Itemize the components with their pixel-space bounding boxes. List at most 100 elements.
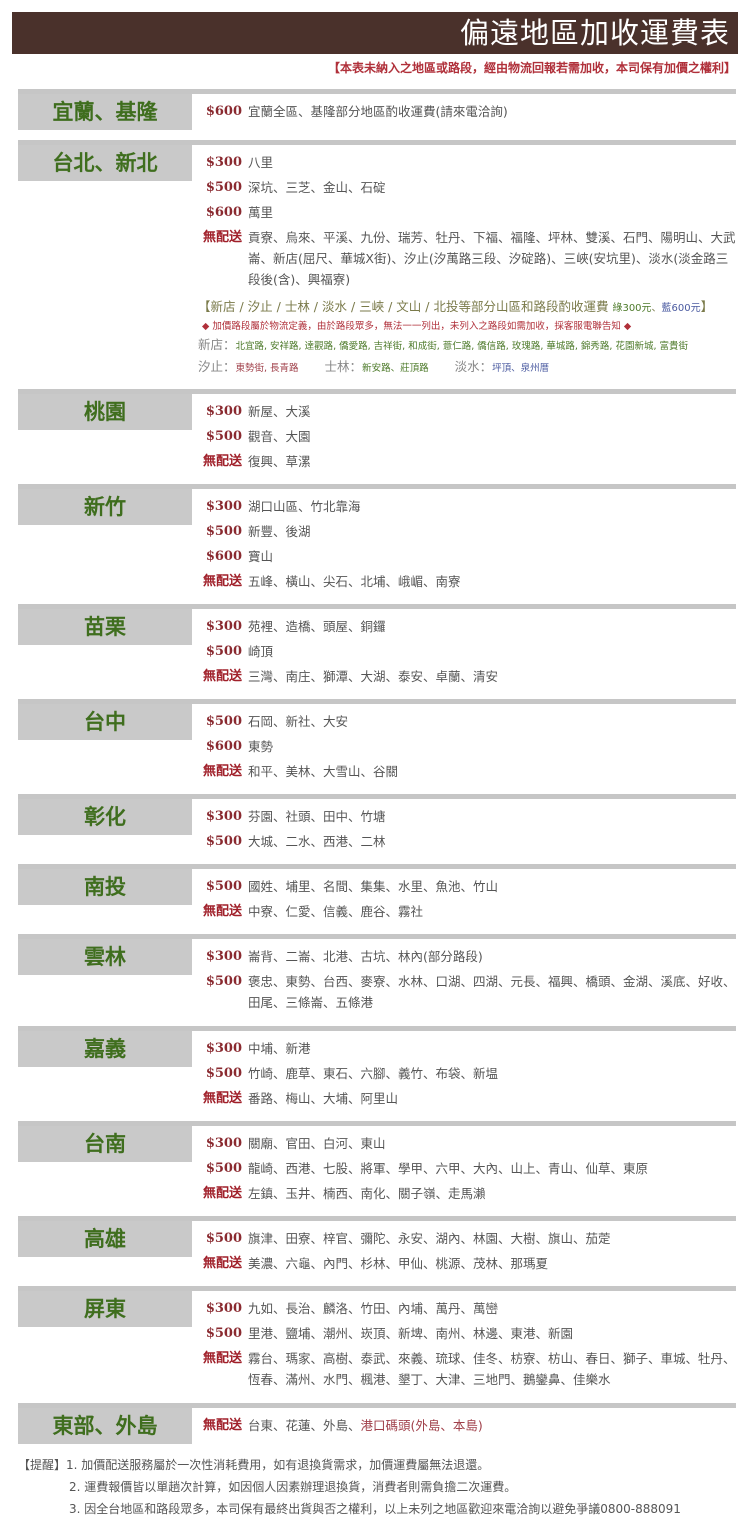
fee-row: $500 竹崎、鹿草、東石、六腳、義竹、布袋、新塭 — [198, 1061, 736, 1086]
fee-row: $300 九如、長治、麟洛、竹田、內埔、萬丹、萬巒 — [198, 1296, 736, 1321]
fee-row: $300 崙背、二崙、北港、古坑、林內(部分路段) — [198, 944, 736, 969]
page-title-banner: 偏遠地區加收運費表 — [12, 12, 738, 54]
reminder-text: 1. 加價配送服務屬於一次性消耗費用，如有退換貨需求，加價運費屬無法退還。 — [66, 1458, 490, 1472]
fee-row: $600 萬里 — [198, 200, 736, 225]
area-list: 湖口山區、竹北靠海 — [248, 494, 736, 519]
area-text: 關廟、官田、白河、東山 — [248, 1136, 386, 1151]
area-list: 番路、梅山、大埔、阿里山 — [248, 1086, 736, 1111]
area-list: 五峰、橫山、尖石、北埔、峨嵋、南寮 — [248, 569, 736, 594]
area-list: 復興、草漯 — [248, 449, 736, 474]
fee-row: $500 里港、鹽埔、潮州、崁頂、新埤、南州、林邊、東港、新園 — [198, 1321, 736, 1346]
no-delivery-tag: 無配送 — [202, 1351, 242, 1366]
region-name: 高雄 — [18, 1221, 192, 1257]
fee-amount: $600 — [205, 739, 242, 754]
region-name: 桃園 — [18, 394, 192, 430]
fee-table: 宜蘭、基隆 $600 宜蘭全區、基隆部分地區酌收運費(請來電洽詢) 台北、新北 $300… — [18, 89, 736, 1444]
area-text: 崙背、二崙、北港、古坑、林內(部分路段) — [248, 949, 483, 964]
fee-amount: $500 — [205, 644, 242, 659]
area-list: 美濃、六龜、內門、杉林、甲仙、桃源、茂林、那瑪夏 — [248, 1251, 736, 1276]
region-name: 台南 — [18, 1126, 192, 1162]
area-text: 湖口山區、竹北靠海 — [248, 499, 361, 514]
area-list: 台東、花蓮、外島、港口碼頭(外島、本島) — [248, 1413, 736, 1438]
area-list: 霧台、瑪家、高樹、泰武、來義、琉球、佳冬、枋寮、枋山、春日、獅子、車城、牡丹、恆… — [248, 1348, 736, 1390]
shilin-street-list: 新安路、莊頂路 — [362, 363, 429, 374]
fee-amount: $500 — [205, 834, 242, 849]
separator: 、 — [651, 303, 662, 314]
area-text: 里港、鹽埔、潮州、崁頂、新埤、南州、林邊、東港、新園 — [248, 1326, 574, 1341]
area-list: 九如、長治、麟洛、竹田、內埔、萬丹、萬巒 — [248, 1296, 736, 1321]
fee-amount: $300 — [205, 619, 242, 634]
fee-row: 無配送 貢寮、烏來、平溪、九份、瑞芳、牡丹、下福、福隆、坪林、雙溪、石門、陽明山、… — [198, 225, 736, 293]
taipei-notes: 【新店 / 汐止 / 士林 / 淡水 / 三峽 / 文山 / 北投等部分山區和路… — [198, 297, 736, 379]
region-section: 宜蘭、基隆 $600 宜蘭全區、基隆部分地區酌收運費(請來電洽詢) — [18, 89, 736, 130]
area-list: 關廟、官田、白河、東山 — [248, 1131, 736, 1156]
fee-row: 無配送 和平、美林、大雪山、谷關 — [198, 759, 736, 784]
fee-row: 無配送 番路、梅山、大埔、阿里山 — [198, 1086, 736, 1111]
region-name: 東部、外島 — [18, 1408, 192, 1444]
area-list: 萬里 — [248, 200, 736, 225]
area-list: 崙背、二崙、北港、古坑、林內(部分路段) — [248, 944, 736, 969]
area-list: 新屋、大溪 — [248, 399, 736, 424]
area-text: 觀音、大園 — [248, 429, 311, 444]
fee-row: $300 中埔、新港 — [198, 1036, 736, 1061]
fee-amount: $600 — [205, 104, 242, 119]
area-text: 褒忠、東勢、台西、麥寮、水林、口湖、四湖、元長、福興、橋頭、金湖、溪底、好收、田… — [248, 974, 736, 1010]
fee-amount: $600 — [205, 549, 242, 564]
fee-row: $300 新屋、大溪 — [198, 399, 736, 424]
disclaimer: 【本表未納入之地區或路段，經由物流回報若需加收，本司保有加價之權利】 — [327, 61, 736, 75]
page-title: 偏遠地區加收運費表 — [459, 16, 730, 50]
area-text: 復興、草漯 — [248, 454, 311, 469]
area-list: 中埔、新港 — [248, 1036, 736, 1061]
area-list: 深坑、三芝、金山、石碇 — [248, 175, 736, 200]
fee-row: 無配送 三灣、南庄、獅潭、大湖、泰安、卓蘭、清安 — [198, 664, 736, 689]
fee-row: 無配送 復興、草漯 — [198, 449, 736, 474]
fee-row: $500 觀音、大園 — [198, 424, 736, 449]
area-text: 美濃、六龜、內門、杉林、甲仙、桃源、茂林、那瑪夏 — [248, 1256, 549, 1271]
area-list: 龍崎、西港、七股、將軍、學甲、六甲、大內、山上、青山、仙草、東原 — [248, 1156, 736, 1181]
region-section: 苗栗 $300 苑裡、造橋、頭屋、銅鑼 $500 崎頂 無配送 三灣、南庄、獅潭、大湖、泰安… — [18, 604, 736, 689]
reminder-item-3: 3. 因全台地區和路段眾多，本司保有最終出貨與否之權利，以上未列之地區歡迎來電洽… — [69, 1502, 681, 1516]
area-text: 旗津、田寮、梓官、彌陀、永安、湖內、林園、大樹、旗山、茄萣 — [248, 1231, 611, 1246]
region-name: 嘉義 — [18, 1031, 192, 1067]
area-list: 三灣、南庄、獅潭、大湖、泰安、卓蘭、清安 — [248, 664, 736, 689]
area-list: 石岡、新社、大安 — [248, 709, 736, 734]
region-name: 雲林 — [18, 939, 192, 975]
no-delivery-tag: 無配送 — [202, 1186, 242, 1201]
reminder-item-1: 【提醒】1. 加價配送服務屬於一次性消耗費用，如有退換貨需求，加價運費屬無法退還… — [18, 1454, 742, 1476]
fee-row: $600 寶山 — [198, 544, 736, 569]
area-list: 寶山 — [248, 544, 736, 569]
reminder-label: 【提醒】 — [18, 1458, 67, 1472]
fee-row: $500 龍崎、西港、七股、將軍、學甲、六甲、大內、山上、青山、仙草、東原 — [198, 1156, 736, 1181]
fee-amount: $500 — [205, 429, 242, 444]
tamsui-label: 淡水： — [454, 359, 493, 374]
reminder-item-2: 2. 運費報價皆以單趟次計算，如因個人因素辦理退換貨，消費者則需負擔二次運費。 — [69, 1480, 517, 1494]
surcharge-areas: 新店 / 汐止 / 士林 / 淡水 / 三峽 / 文山 / 北投等部分山區和路段… — [210, 299, 609, 314]
area-list: 觀音、大園 — [248, 424, 736, 449]
area-text: 新屋、大溪 — [248, 404, 311, 419]
region-name: 新竹 — [18, 489, 192, 525]
area-text: 石岡、新社、大安 — [248, 714, 349, 729]
no-delivery-tag: 無配送 — [202, 904, 242, 919]
area-text: 苑裡、造橋、頭屋、銅鑼 — [248, 619, 386, 634]
area-text: 左鎮、玉井、楠西、南化、關子嶺、走馬瀨 — [248, 1186, 486, 1201]
region-section: 東部、外島 無配送 台東、花蓮、外島、港口碼頭(外島、本島) — [18, 1403, 736, 1444]
area-list: 芬園、社頭、田中、竹塘 — [248, 804, 736, 829]
fee-row: $500 旗津、田寮、梓官、彌陀、永安、湖內、林園、大樹、旗山、茄萣 — [198, 1226, 736, 1251]
region-section: 新竹 $300 湖口山區、竹北靠海 $500 新豐、後湖 $600 寶山 無配送 五峰、橫山、尖… — [18, 484, 736, 594]
area-text: 中寮、仁愛、信義、鹿谷、霧社 — [248, 904, 424, 919]
area-text: 東勢 — [248, 739, 274, 754]
tamsui-street-list: 坪頂、泉州厝 — [492, 363, 550, 374]
area-list: 東勢 — [248, 734, 736, 759]
area-list: 貢寮、烏來、平溪、九份、瑞芳、牡丹、下福、福隆、坪林、雙溪、石門、陽明山、大武崙… — [248, 227, 736, 290]
fee-amount: $300 — [205, 1041, 242, 1056]
region-section: 雲林 $300 崙背、二崙、北港、古坑、林內(部分路段) $500 褒忠、東勢、台西、麥… — [18, 934, 736, 1016]
fee-row: $500 深坑、三芝、金山、石碇 — [198, 175, 736, 200]
no-delivery-tag: 無配送 — [202, 1418, 242, 1433]
region-name: 宜蘭、基隆 — [18, 94, 192, 130]
region-name: 苗栗 — [18, 609, 192, 645]
surcharge-warning: ◆ 加價路段屬於物流定義，由於路段眾多，無法一一列出，未列入之路段如需加收，採客… — [202, 321, 632, 332]
no-delivery-tag: 無配送 — [202, 1256, 242, 1271]
fee-row: 無配送 台東、花蓮、外島、港口碼頭(外島、本島) — [198, 1413, 736, 1438]
fee-amount: $500 — [205, 1326, 242, 1341]
area-list: 國姓、埔里、名間、集集、水里、魚池、竹山 — [248, 874, 736, 899]
